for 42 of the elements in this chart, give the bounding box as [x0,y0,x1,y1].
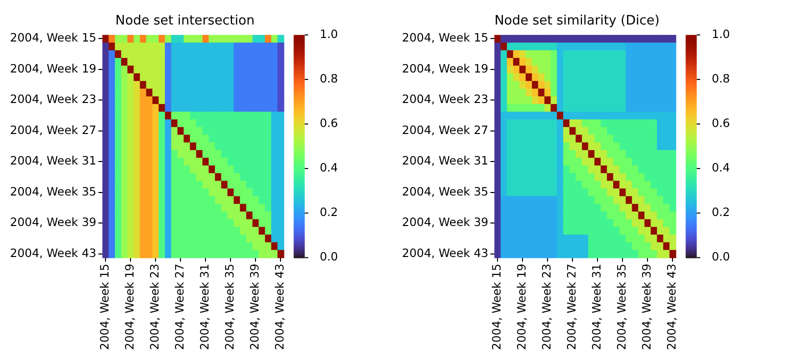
color-bar-label: 0.8 [320,71,338,86]
x-tick-label: 2004, Week 35 [222,264,237,350]
chart-title: Node set intersection [115,13,255,28]
x-tick-label: 2004, Week 23 [148,264,162,350]
y-tick-label: 2004, Week 27 [10,122,96,137]
color-bar-label: 0.4 [712,160,730,175]
color-bar-label: 1.0 [320,26,338,41]
color-bar-label: 0.0 [712,250,730,264]
y-tick-label: 2004, Week 31 [10,154,96,168]
x-tick-label: 2004, Week 43 [664,264,679,350]
y-tick-label: 2004, Week 35 [10,184,96,198]
y-tick-label: 2004, Week 15 [10,30,96,45]
x-tick-label: 2004, Week 27 [172,264,187,350]
color-bar-label: 0.8 [712,71,730,86]
color-bar-label: 0.4 [320,160,338,175]
y-tick-label: 2004, Week 43 [10,246,96,260]
y-tick-label: 2004, Week 39 [402,215,488,230]
x-tick-label: 2004, Week 31 [198,264,212,350]
color-bar-label: 0.6 [712,116,730,130]
y-tick-label: 2004, Week 15 [402,30,488,45]
y-tick-label: 2004, Week 19 [402,61,488,76]
x-tick-label: 2004, Week 35 [614,264,629,350]
x-tick-label: 2004, Week 23 [540,264,554,350]
color-bar-label: 0.0 [320,250,338,264]
y-tick-label: 2004, Week 35 [402,184,488,198]
chart-title: Node set similarity (Dice) [494,13,660,28]
color-bar-label: 0.2 [712,205,730,220]
color-bar-label: 0.6 [320,116,338,130]
x-tick-label: 2004, Week 39 [640,264,654,350]
y-tick-label: 2004, Week 23 [402,92,488,106]
color-bar-label: 1.0 [712,26,730,41]
x-tick-label: 2004, Week 27 [564,264,579,350]
x-tick-label: 2004, Week 31 [590,264,604,350]
y-tick-label: 2004, Week 23 [10,92,96,106]
y-tick-label: 2004, Week 19 [10,61,96,76]
x-tick-label: 2004, Week 39 [248,264,262,350]
x-tick-label: 2004, Week 43 [272,264,287,350]
y-tick-label: 2004, Week 31 [402,154,488,168]
y-tick-label: 2004, Week 39 [10,215,96,230]
y-tick-label: 2004, Week 43 [402,246,488,260]
color-bar-label: 0.2 [320,205,338,220]
y-tick-label: 2004, Week 27 [402,122,488,137]
